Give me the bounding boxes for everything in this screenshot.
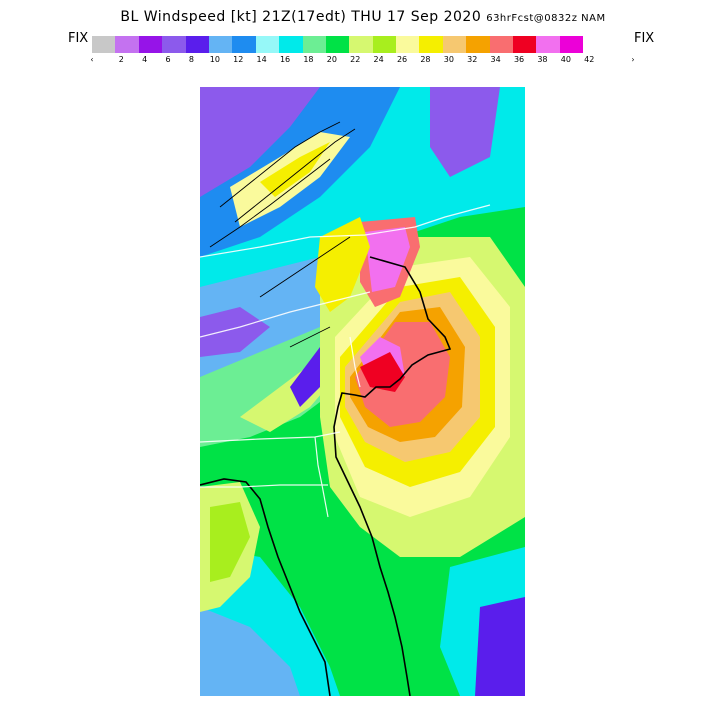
wind-speed-map — [200, 87, 525, 696]
legend-tick-label: 36 — [513, 55, 525, 64]
legend-swatch-0[interactable] — [92, 36, 116, 53]
legend-swatch-16[interactable] — [466, 36, 490, 53]
legend-swatch-6[interactable] — [232, 36, 256, 53]
legend-tick-label: 8 — [188, 55, 194, 64]
legend-tick-label: 24 — [373, 55, 384, 64]
legend-tick-label: 38 — [537, 55, 548, 64]
legend-tick-label: 2 — [118, 55, 124, 64]
legend-tick-label: 34 — [490, 55, 501, 64]
wind-field — [200, 87, 525, 696]
fix-right-button[interactable]: FIX — [634, 31, 655, 46]
legend-swatch-9[interactable] — [302, 36, 326, 53]
legend-swatch-19[interactable] — [536, 36, 560, 53]
legend-swatch-1[interactable] — [115, 36, 139, 53]
legend-swatch-15[interactable] — [442, 36, 467, 53]
field-ridge-core — [260, 142, 330, 197]
legend-swatch-4[interactable] — [185, 36, 209, 53]
legend-tick-label: 18 — [303, 55, 314, 64]
field-nw-violet — [200, 87, 320, 197]
legend-swatch-11[interactable] — [349, 36, 373, 53]
legend-swatch-17[interactable] — [489, 36, 514, 53]
legend-swatch-18[interactable] — [513, 36, 537, 53]
legend-swatch-14[interactable] — [419, 36, 443, 53]
color-legend — [92, 36, 584, 53]
field-storm-red — [360, 352, 405, 392]
field-coastal-yellow — [315, 217, 370, 312]
legend-tick-label: 16 — [279, 55, 291, 64]
state-borders — [200, 204, 491, 518]
legend-tick-label: 10 — [209, 55, 220, 64]
legend-swatch-20[interactable] — [559, 36, 584, 53]
title-main: BL Windspeed [kt] 21Z(17edt) THU 17 Sep … — [120, 9, 482, 25]
legend-tick-label: 6 — [165, 55, 171, 64]
color-legend-ticks: ‹ › 2 4 6 8 10 12 14 16 18 20 22 24 26 28 30 32 34 36 38 40… — [90, 55, 635, 67]
legend-tick-label: 4 — [142, 55, 148, 64]
legend-swatch-13[interactable] — [396, 36, 420, 53]
legend-tick-label: 12 — [233, 55, 244, 64]
legend-swatch-8[interactable] — [279, 36, 303, 53]
legend-tick-label: 20 — [326, 55, 337, 64]
legend-tick-label: 14 — [256, 55, 267, 64]
fix-left-button[interactable]: FIX — [68, 31, 89, 46]
title-forecast: 63hrFcst@0832z NAM — [486, 13, 606, 24]
legend-tick-label: 30 — [443, 55, 454, 64]
legend-swatch-7[interactable] — [255, 36, 280, 53]
legend-swatch-5[interactable] — [208, 36, 233, 53]
field-ne-violet — [430, 87, 500, 177]
legend-tick-label: 22 — [350, 55, 361, 64]
field-inland-pink — [365, 227, 410, 292]
field-nc-violet — [200, 307, 270, 357]
legend-swatch-12[interactable] — [372, 36, 397, 53]
legend-swatch-3[interactable] — [162, 36, 186, 53]
legend-swatch-10[interactable] — [325, 36, 350, 53]
legend-left-arrow[interactable]: ‹ — [90, 55, 94, 64]
legend-right-arrow[interactable]: › — [631, 55, 635, 64]
coastline — [200, 256, 452, 696]
field-fl-lightblue — [200, 607, 300, 696]
field-atlantic-blue — [475, 597, 525, 696]
legend-swatch-2[interactable] — [138, 36, 163, 53]
chart-title: BL Windspeed [kt] 21Z(17edt) THU 17 Sep … — [0, 9, 726, 25]
legend-tick-label: 32 — [467, 55, 478, 64]
legend-tick-label: 26 — [396, 55, 408, 64]
legend-tick-label: 40 — [560, 55, 571, 64]
legend-tick-label: 28 — [420, 55, 431, 64]
legend-tick-label: 42 — [584, 55, 595, 64]
field-gulf-core — [210, 502, 250, 582]
ridge-contours — [209, 121, 356, 348]
